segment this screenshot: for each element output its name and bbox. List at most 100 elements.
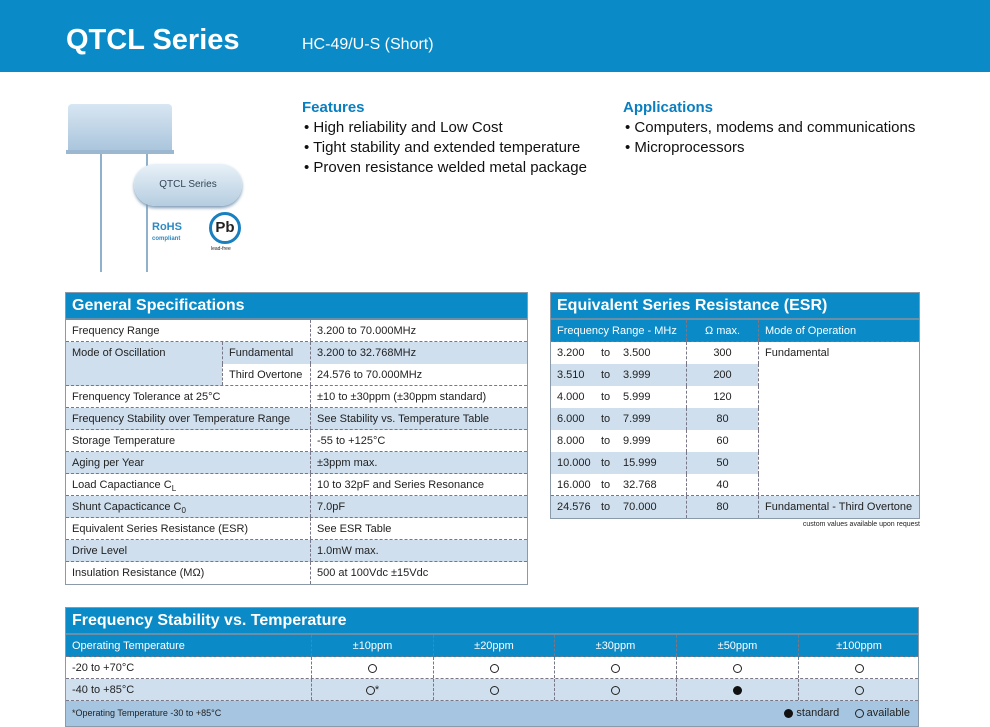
column-header: Ω max.	[686, 320, 758, 341]
spec-label: Insulation Resistance (MΩ)	[72, 567, 205, 579]
table-row: Third Overtone 24.576 to 70.000MHz	[66, 364, 527, 386]
table-footer: *Operating Temperature -30 to +85°C stan…	[66, 701, 918, 726]
mode-value: Fundamental - Third Overtone	[758, 496, 920, 518]
freq-to: 32.768	[623, 479, 657, 491]
spec-label: Shunt Capacticance C0	[72, 501, 186, 516]
list-item: High reliability and Low Cost	[304, 118, 587, 138]
table-row: Drive Level 1.0mW max.	[66, 540, 527, 562]
to-label: to	[601, 435, 611, 447]
available-marker	[433, 657, 554, 678]
spec-value: 1.0mW max.	[310, 540, 527, 561]
to-label: to	[601, 413, 611, 425]
legend-standard: standard	[796, 707, 840, 719]
to-label: to	[601, 347, 611, 359]
spec-sublabel: Third Overtone	[222, 364, 310, 385]
ohm-value: 50	[686, 452, 758, 474]
table-title: General Specifications	[66, 293, 527, 320]
freq-to: 70.000	[623, 501, 657, 513]
applications-heading: Applications	[623, 99, 714, 116]
freq-from: 3.510	[557, 369, 585, 381]
table-row: Frequency Stability over Temperature Ran…	[66, 408, 527, 430]
freq-to: 9.999	[623, 435, 651, 447]
freq-from: 8.000	[557, 435, 585, 447]
page-subtitle: HC-49/U-S (Short)	[302, 36, 434, 53]
freq-from: 6.000	[557, 413, 585, 425]
esr-note: custom values available upon request	[802, 521, 920, 528]
spec-label: Aging per Year	[72, 457, 145, 469]
freq-from: 4.000	[557, 391, 585, 403]
footnote: *Operating Temperature -30 to +85°C	[72, 708, 222, 718]
subscript: L	[171, 484, 177, 494]
available-marker	[554, 657, 676, 678]
table-row: 16.000 to 32.768 40	[551, 474, 919, 496]
table-title: Equivalent Series Resistance (ESR)	[551, 293, 919, 320]
list-item: Proven resistance welded metal package	[304, 158, 587, 178]
footnote-mark: *	[374, 684, 380, 696]
ohm-value: 120	[686, 386, 758, 408]
spec-value: 500 at 100Vdc ±15Vdc	[310, 562, 527, 584]
legend-available: available	[866, 707, 910, 719]
filled-circle-icon	[733, 685, 742, 695]
mode-value	[758, 474, 920, 495]
table-row: Load Capactiance CL 10 to 32pF and Series…	[66, 474, 527, 496]
column-header: ±30ppm	[554, 635, 676, 656]
freq-to: 3.999	[623, 369, 651, 381]
available-marker	[676, 657, 798, 678]
ohm-value: 200	[686, 364, 758, 386]
spec-value: See Stability vs. Temperature Table	[310, 408, 527, 429]
available-marker	[554, 679, 676, 700]
table-header: Frequency Range - MHz Ω max. Mode of Opera…	[551, 320, 919, 342]
spec-label: Equivalent Series Resistance (ESR)	[72, 523, 249, 535]
table-row: Insulation Resistance (MΩ) 500 at 100Vdc …	[66, 562, 527, 584]
general-specifications-table: General Specifications Frequency Range 3.…	[65, 292, 528, 585]
series-label-badge: QTCL Series	[134, 164, 242, 206]
mode-value	[758, 408, 920, 430]
freq-from: 3.200	[557, 347, 585, 359]
freq-to: 3.500	[623, 347, 651, 359]
spec-label: Mode of Oscillation	[72, 347, 166, 359]
ohm-value: 80	[686, 496, 758, 518]
open-circle-icon	[854, 708, 864, 718]
list-item: Tight stability and extended temperature	[304, 138, 587, 158]
product-image: QTCL Series RoHS compliant Pb lead-free	[66, 100, 256, 275]
open-circle-icon	[854, 663, 864, 673]
header-bar: QTCL Series HC-49/U-S (Short)	[0, 0, 990, 72]
mode-value: Fundamental	[758, 342, 920, 364]
open-circle-icon	[489, 663, 499, 673]
table-row: Shunt Capacticance C0 7.0pF	[66, 496, 527, 518]
column-header: ±50ppm	[676, 635, 798, 656]
features-list: High reliability and Low Cost Tight stab…	[304, 118, 587, 178]
spec-label: Frequency Stability over Temperature Ran…	[72, 413, 291, 425]
column-header: Frequency Range - MHz	[557, 325, 677, 337]
subscript: 0	[181, 506, 186, 516]
spec-label: Frenquency Tolerance at 25°C	[72, 391, 221, 403]
stability-table: Frequency Stability vs. Temperature Oper…	[65, 607, 919, 727]
spec-label: Drive Level	[72, 545, 128, 557]
mode-value	[758, 364, 920, 386]
filled-circle-icon	[784, 708, 794, 718]
open-circle-icon	[365, 685, 375, 695]
open-circle-icon	[854, 685, 864, 695]
ohm-value: 80	[686, 408, 758, 430]
spec-label	[66, 364, 72, 385]
freq-to: 15.999	[623, 457, 657, 469]
freq-to: 7.999	[623, 413, 651, 425]
ohm-value: 40	[686, 474, 758, 495]
to-label: to	[601, 479, 611, 491]
table-row: 4.000 to 5.999 120	[551, 386, 919, 409]
table-row: Storage Temperature -55 to +125°C	[66, 430, 527, 452]
ohm-value: 300	[686, 342, 758, 364]
table-title: Frequency Stability vs. Temperature	[66, 608, 918, 635]
open-circle-icon	[368, 663, 377, 673]
spec-label: Storage Temperature	[72, 435, 176, 447]
temperature-range: -40 to +85°C	[72, 684, 135, 696]
table-row: Aging per Year ±3ppm max.	[66, 452, 527, 474]
freq-from: 10.000	[557, 457, 591, 469]
spec-value: 3.200 to 32.768MHz	[310, 342, 527, 364]
spec-value: ±10 to ±30ppm (±30ppm standard)	[310, 386, 527, 407]
available-marker	[798, 657, 919, 678]
table-row: Frequency Range 3.200 to 70.000MHz	[66, 320, 527, 342]
column-header: Operating Temperature	[72, 640, 185, 652]
spec-sublabel: Fundamental	[222, 342, 310, 364]
available-marker: *	[311, 679, 433, 700]
